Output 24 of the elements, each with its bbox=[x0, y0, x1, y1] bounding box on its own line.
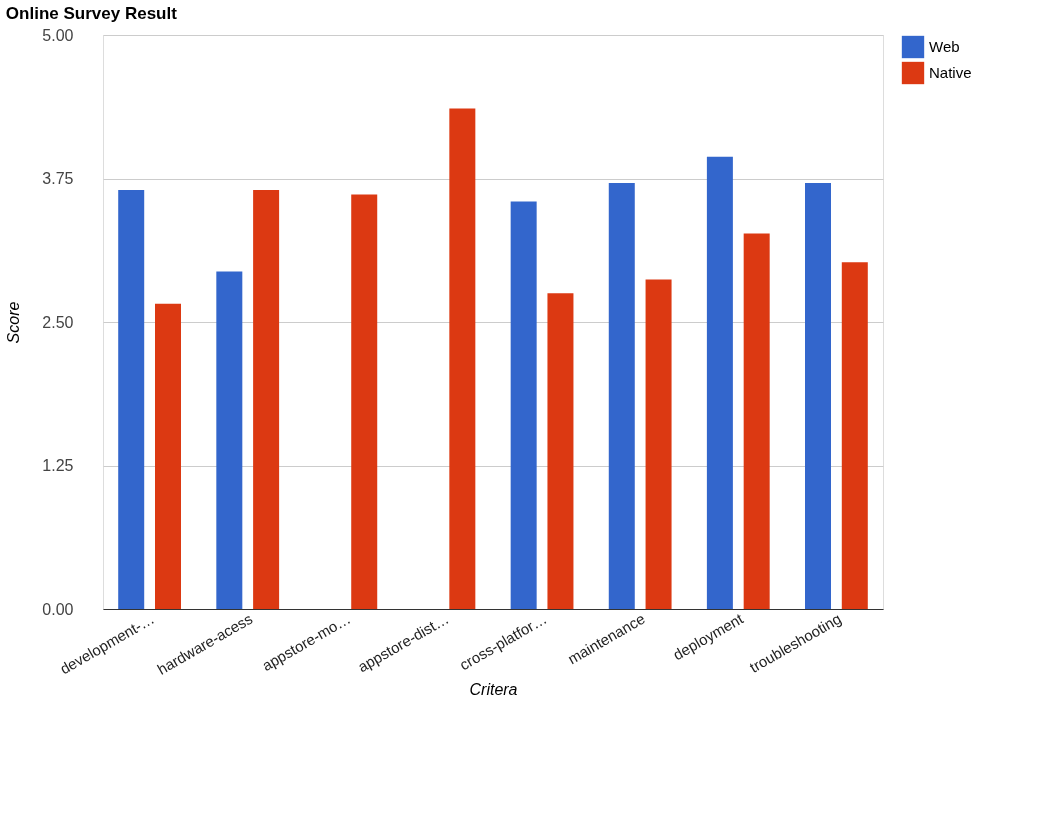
bar bbox=[118, 189, 145, 609]
y-tick-label: 2.50 bbox=[42, 313, 74, 331]
bar bbox=[645, 279, 672, 609]
bar bbox=[706, 156, 733, 609]
y-tick-label: 1.25 bbox=[42, 457, 74, 474]
bar bbox=[547, 293, 574, 609]
bar bbox=[351, 194, 378, 609]
bar bbox=[449, 108, 476, 609]
y-tick-label: 3.75 bbox=[42, 170, 74, 187]
bar bbox=[743, 233, 770, 609]
bar bbox=[510, 201, 537, 609]
legend-label: Web bbox=[929, 38, 960, 55]
x-axis-title: Critera bbox=[469, 680, 518, 698]
bar bbox=[608, 183, 635, 609]
legend-label: Native bbox=[929, 64, 972, 81]
y-tick-label: 0.00 bbox=[42, 600, 74, 618]
y-axis-title: Score bbox=[5, 301, 23, 344]
bar bbox=[155, 303, 181, 609]
bar bbox=[805, 183, 831, 609]
bar bbox=[216, 271, 243, 609]
y-tick-label: 5.00 bbox=[42, 26, 74, 44]
bar bbox=[841, 262, 868, 609]
bar bbox=[253, 189, 280, 609]
chart-title: Online Survey Result bbox=[5, 4, 178, 23]
